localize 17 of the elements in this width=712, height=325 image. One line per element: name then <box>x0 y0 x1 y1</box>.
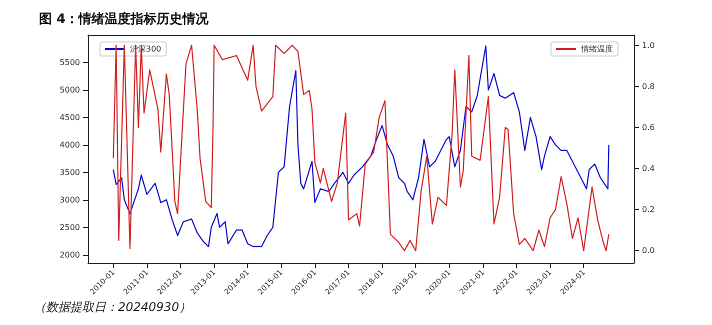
y2-tick-label: 0.0 <box>642 246 655 256</box>
y-tick-label: 2000 <box>60 250 80 260</box>
y-tick-label: 3500 <box>60 168 80 177</box>
text: （数据提取日：20240930） <box>34 300 192 314</box>
legend-label: 情绪温度 <box>580 44 613 54</box>
y-tick-label: 5000 <box>60 85 80 94</box>
chart-title: 图 4：情绪温度指标历史情况 <box>39 11 210 27</box>
y2-tick-label: 0.6 <box>642 122 655 132</box>
y2-tick-label: 1.0 <box>642 40 655 50</box>
y-tick-label: 2500 <box>60 222 80 232</box>
y2-tick-label: 0.8 <box>642 82 655 91</box>
y-tick-label: 4500 <box>60 112 80 122</box>
y2-tick-label: 0.4 <box>642 164 655 174</box>
y2-tick-label: 0.2 <box>642 205 655 214</box>
y-tick-label: 3000 <box>60 195 80 204</box>
y-tick-label: 4000 <box>60 140 80 150</box>
y-tick-label: 5500 <box>60 58 80 67</box>
